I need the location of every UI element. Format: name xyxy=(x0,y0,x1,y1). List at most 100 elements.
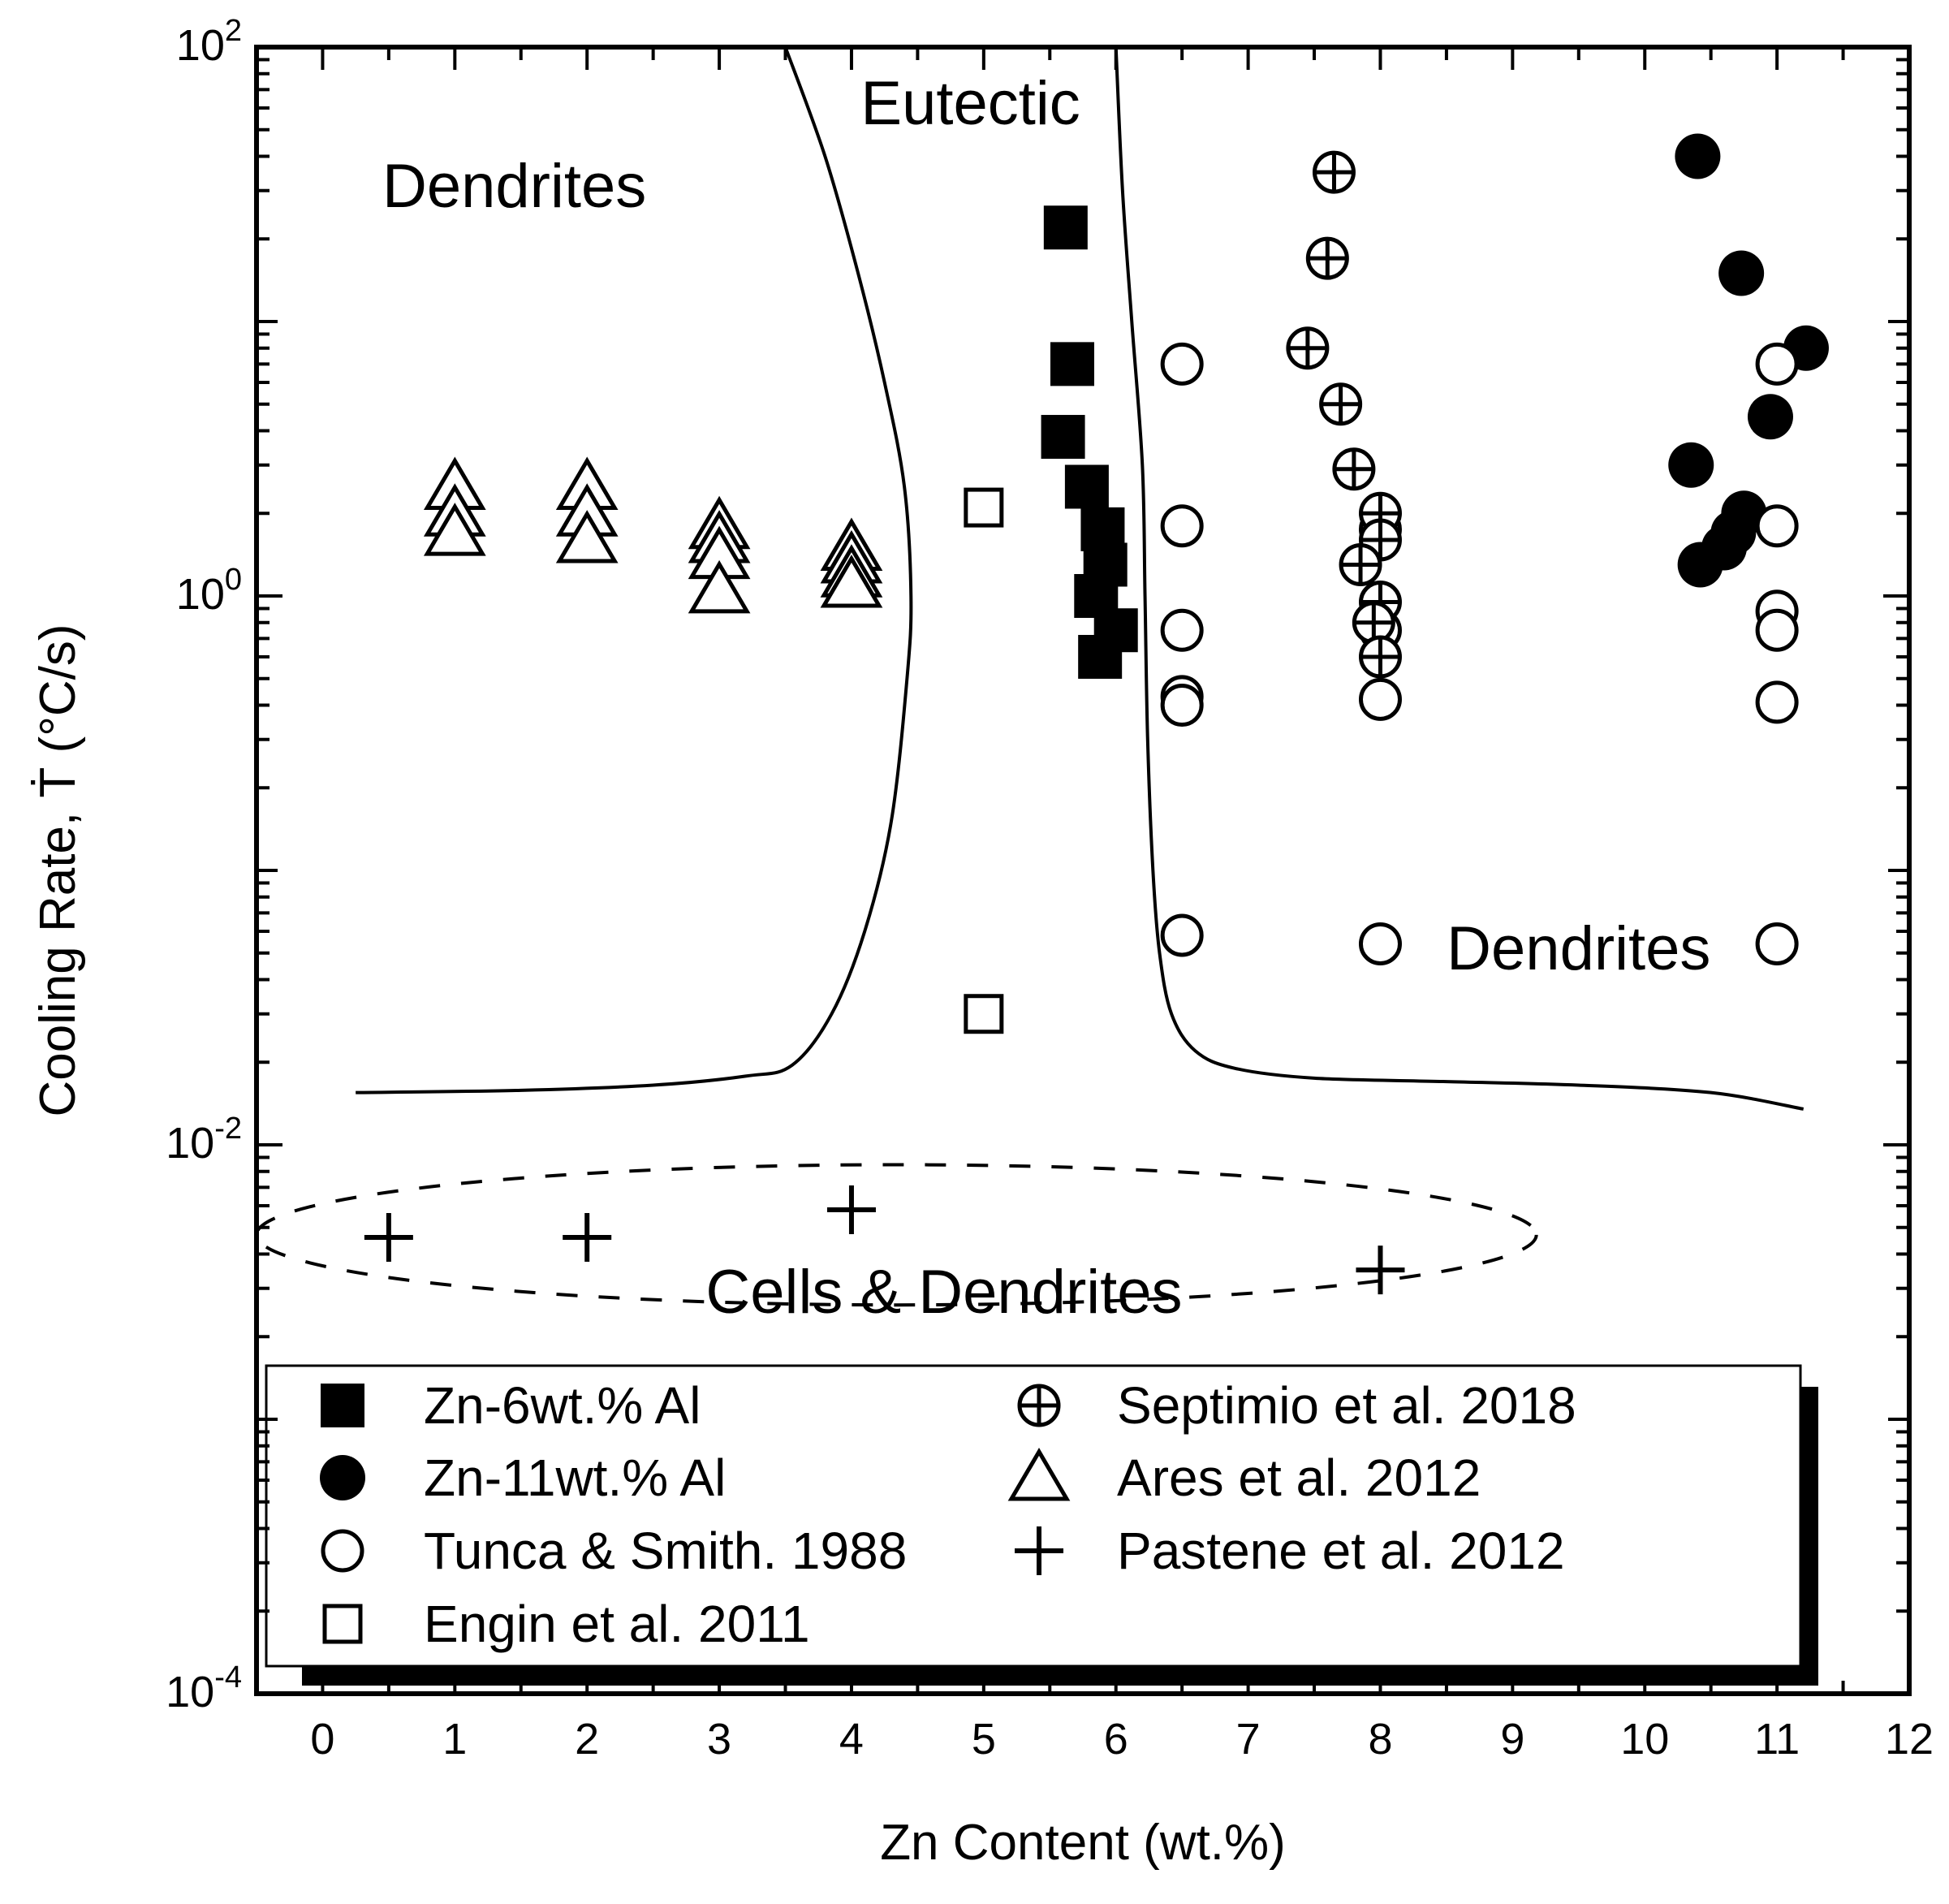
data-point xyxy=(1332,447,1376,491)
x-tick-label: 1 xyxy=(442,1715,467,1764)
data-point xyxy=(1050,342,1094,386)
data-point xyxy=(964,994,1004,1034)
y-ticks: 102 100 10-2 10-4 xyxy=(166,14,1909,1716)
data-point xyxy=(1352,601,1395,645)
data-point xyxy=(1356,1246,1405,1295)
legend-marker xyxy=(321,1529,364,1573)
x-tick-label: 0 xyxy=(310,1715,334,1764)
right-boundary xyxy=(1114,46,1805,1111)
data-point xyxy=(1358,635,1402,679)
x-tick-label: 8 xyxy=(1368,1715,1392,1764)
data-point xyxy=(1078,634,1123,679)
x-tick-label: 10 xyxy=(1620,1715,1669,1764)
region-boundaries xyxy=(356,46,1805,1111)
legend-label: Zn-11wt.% Al xyxy=(424,1449,726,1507)
region-label: Dendrites xyxy=(1447,914,1710,983)
data-point xyxy=(1339,542,1382,586)
series-open-square xyxy=(964,487,1004,1034)
legend-marker xyxy=(1015,1526,1063,1575)
legend-label: Tunca & Smith. 1988 xyxy=(424,1522,907,1580)
region-label: Eutectic xyxy=(860,69,1080,138)
cells-dendrites-region xyxy=(255,1163,1538,1307)
data-point xyxy=(1043,205,1088,250)
region-labels: Dendrites Eutectic Dendrites Cells & Dendri… xyxy=(382,69,1710,1327)
data-point xyxy=(1160,342,1204,386)
x-tick-label: 7 xyxy=(1236,1715,1261,1764)
legend-label: Pastene et al. 2012 xyxy=(1117,1522,1565,1580)
x-tick-label: 5 xyxy=(972,1715,996,1764)
data-point xyxy=(1160,913,1204,957)
x-tick-label: 12 xyxy=(1885,1715,1934,1764)
data-point xyxy=(1677,542,1723,588)
legend-label: Engin et al. 2011 xyxy=(424,1595,810,1653)
data-point xyxy=(1755,342,1799,386)
x-tick-label: 6 xyxy=(1104,1715,1128,1764)
legend-marker xyxy=(321,1384,364,1427)
data-point xyxy=(1319,382,1363,426)
legend-entry: Tunca & Smith. 1988 xyxy=(321,1522,907,1580)
data-point xyxy=(423,503,486,556)
y-tick-label: 10-2 xyxy=(166,1112,242,1168)
legend-marker xyxy=(1007,1448,1071,1501)
x-axis-title: Zn Content (wt.%) xyxy=(880,1815,1286,1871)
region-label: Dendrites xyxy=(382,152,646,221)
x-ticks: 0 1 2 3 4 5 6 7 8 9 10 11 12 xyxy=(255,47,1934,1764)
data-point xyxy=(1755,504,1799,548)
data-point xyxy=(1358,677,1402,721)
legend-label: Septimio et al. 2018 xyxy=(1117,1376,1576,1435)
legend-marker xyxy=(322,1604,363,1644)
legend-box xyxy=(265,1364,1802,1668)
x-tick-label: 4 xyxy=(839,1715,864,1764)
x-tick-label: 2 xyxy=(575,1715,599,1764)
data-point xyxy=(1064,464,1109,509)
legend-entry: Septimio et al. 2018 xyxy=(1017,1376,1576,1435)
x-tick-label: 11 xyxy=(1754,1715,1800,1764)
legend-label: Zn-6wt.% Al xyxy=(424,1376,701,1435)
data-point xyxy=(563,1212,612,1262)
data-point xyxy=(364,1212,413,1262)
series-plus xyxy=(364,1185,1405,1295)
series-open-triangle xyxy=(423,456,883,614)
x-tick-label: 9 xyxy=(1500,1715,1524,1764)
data-point xyxy=(1160,684,1204,727)
data-point xyxy=(826,1185,876,1234)
legend-entry: Engin et al. 2011 xyxy=(322,1595,810,1653)
legend-label: Ares et al. 2012 xyxy=(1117,1449,1481,1507)
data-points xyxy=(364,133,1829,1295)
data-point xyxy=(1755,922,1799,965)
x-tick-label: 3 xyxy=(707,1715,731,1764)
data-point xyxy=(1755,608,1799,652)
series-circle-plus xyxy=(1286,150,1402,679)
data-point xyxy=(555,510,619,563)
y-axis-title: Cooling Rate, Ṫ (°C/s) xyxy=(30,624,86,1116)
data-point xyxy=(1668,442,1714,488)
data-point xyxy=(1312,150,1356,194)
legend-marker xyxy=(320,1455,365,1500)
legend-entry: Pastene et al. 2012 xyxy=(1015,1522,1565,1580)
legend-entry: Ares et al. 2012 xyxy=(1007,1448,1481,1507)
data-point xyxy=(1160,608,1204,652)
legend-entries: Zn-6wt.% Al Zn-11wt.% Al Tunca & Smith. 19… xyxy=(320,1376,1576,1653)
data-point xyxy=(1160,504,1204,548)
y-tick-label: 102 xyxy=(176,14,242,70)
data-point xyxy=(688,559,751,614)
data-point xyxy=(820,555,883,608)
y-tick-label: 10-4 xyxy=(166,1660,242,1716)
data-point xyxy=(1358,922,1402,965)
data-point xyxy=(1747,394,1793,440)
data-point xyxy=(1675,133,1721,179)
legend-entry: Zn-11wt.% Al xyxy=(320,1449,726,1507)
data-point xyxy=(1305,236,1349,280)
data-point xyxy=(1286,326,1330,370)
data-point xyxy=(1718,250,1765,296)
legend: Zn-6wt.% Al Zn-11wt.% Al Tunca & Smith. 19… xyxy=(265,1364,1818,1686)
region-label: Cells & Dendrites xyxy=(705,1258,1182,1327)
legend-marker xyxy=(1017,1384,1061,1427)
legend-entry: Zn-6wt.% Al xyxy=(321,1376,701,1435)
series-filled-square xyxy=(1041,205,1138,679)
data-point xyxy=(1755,680,1799,724)
ellipse-layer xyxy=(255,1163,1538,1307)
data-point xyxy=(1041,415,1085,460)
